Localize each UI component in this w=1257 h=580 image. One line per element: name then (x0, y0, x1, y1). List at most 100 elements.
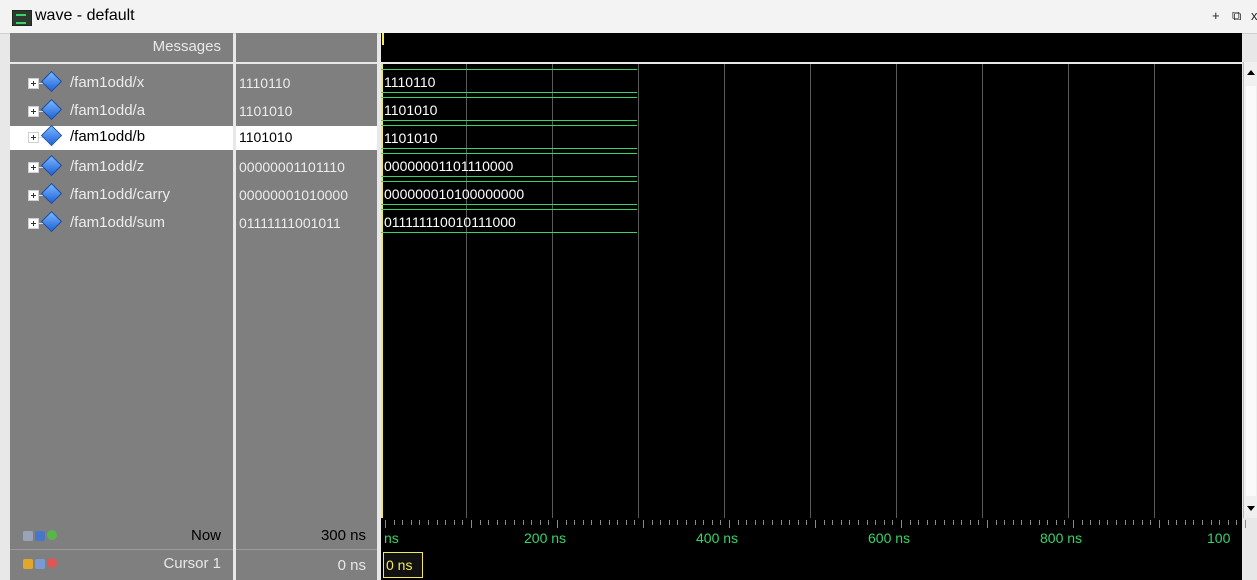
expand-icon[interactable] (28, 190, 39, 201)
cursor-row[interactable]: Cursor 1 (10, 550, 233, 580)
signal-icon (40, 70, 63, 93)
signal-row[interactable]: /fam1odd/carry (10, 182, 233, 208)
cursor-value-marker[interactable]: 0 ns (383, 552, 423, 578)
insert-cursor-icon[interactable] (35, 531, 45, 541)
value-row[interactable]: 1110110 (236, 72, 377, 96)
value-row[interactable]: 00000001101110 (236, 156, 377, 180)
value-row[interactable]: 01111111001011 (236, 212, 377, 236)
signal-value: 1110110 (239, 75, 291, 91)
ruler-tick (1081, 520, 1083, 525)
messages-header: Messages (10, 33, 233, 62)
ruler-tick (522, 520, 524, 525)
ruler-tick (737, 520, 739, 525)
value-row[interactable]: 1101010 (236, 126, 377, 150)
signal-icon (40, 210, 63, 233)
signal-row[interactable]: /fam1odd/x (10, 70, 233, 96)
ruler-tick (419, 520, 421, 525)
timeline-value-pane: 300 ns 0 ns (236, 518, 377, 580)
waveform-row[interactable]: 011111110010111000 (381, 209, 637, 233)
signal-value: 00000001010000 (239, 187, 349, 203)
cursor-marker[interactable] (382, 33, 384, 45)
waveform-row[interactable]: 000000010100000000 (381, 181, 637, 205)
messages-label: Messages (152, 38, 221, 55)
time-ruler[interactable]: ns 200 ns 400 ns 600 ns 800 ns 100 (381, 518, 1246, 548)
ruler-tick (815, 520, 816, 528)
ruler-tick (1004, 520, 1006, 525)
time-label: 400 ns (696, 530, 739, 546)
ruler-tick (651, 520, 653, 525)
time-label: 100 (1207, 530, 1231, 546)
edit-cursor-icon[interactable] (35, 559, 45, 569)
time-label: 600 ns (868, 530, 911, 546)
signal-row[interactable]: /fam1odd/sum (10, 210, 233, 236)
expand-icon[interactable] (28, 218, 39, 229)
ruler-tick (1055, 520, 1057, 525)
ruler-tick (772, 520, 773, 525)
expand-icon[interactable] (28, 78, 39, 89)
ruler-tick (866, 520, 868, 525)
ruler-tick (797, 520, 799, 525)
ruler-tick (496, 520, 498, 525)
timeline-ruler[interactable]: ns 200 ns 400 ns 600 ns 800 ns 100 0 ns (381, 518, 1246, 580)
wave-header (381, 33, 1242, 62)
wave-value: 00000001101110000 (384, 158, 514, 174)
ruler-tick (514, 520, 515, 525)
ruler-tick (625, 520, 627, 525)
delete-cursor-icon[interactable] (47, 558, 57, 568)
signal-value: 00000001101110 (239, 159, 345, 175)
time-label: 800 ns (1040, 530, 1083, 546)
undock-icon[interactable]: ⧉ (1232, 8, 1242, 23)
value-row[interactable]: 1101010 (236, 100, 377, 124)
waveform-pane[interactable]: 1110110 1101010 1101010 0000000110111000… (381, 62, 1242, 520)
ruler-tick (643, 520, 644, 528)
ruler-tick (703, 520, 705, 525)
ruler-tick (926, 520, 928, 525)
ruler-tick (840, 520, 842, 525)
cursor-line[interactable] (381, 64, 383, 520)
signal-row[interactable]: /fam1odd/z (10, 154, 233, 180)
ruler-tick (883, 520, 885, 525)
wave-app-icon (12, 10, 32, 26)
wave-value: 1101010 (384, 102, 438, 118)
add-cursor-icon[interactable] (47, 530, 57, 540)
close-icon[interactable]: x (1251, 8, 1257, 23)
ruler-tick (1227, 520, 1229, 525)
signal-name: /fam1odd/sum (70, 214, 166, 231)
value-row[interactable]: 00000001010000 (236, 184, 377, 208)
waveform-row[interactable]: 1101010 (381, 125, 637, 149)
ruler-tick (1124, 520, 1126, 525)
signal-row[interactable]: /fam1odd/a (10, 98, 233, 124)
waveform-row[interactable]: 1101010 (381, 97, 637, 121)
ruler-tick (875, 520, 877, 525)
ruler-tick (1210, 520, 1212, 525)
ruler-tick (858, 520, 859, 525)
signal-icon (40, 124, 63, 147)
scroll-up-icon[interactable] (1244, 62, 1257, 82)
expand-icon[interactable] (28, 106, 39, 117)
signal-value: 1101010 (239, 129, 293, 145)
scroll-down-icon[interactable] (1244, 498, 1257, 518)
window-title: wave - default (35, 7, 135, 24)
timeline-label-pane: Now Cursor 1 (10, 518, 233, 580)
ruler-tick (720, 520, 722, 525)
expand-icon[interactable] (28, 132, 39, 143)
expand-icon[interactable] (28, 162, 39, 173)
now-tools-icon[interactable] (23, 531, 33, 541)
cursor-value: 0 ns (337, 557, 366, 574)
ruler-tick (591, 520, 593, 525)
lock-icon[interactable] (23, 559, 33, 569)
waveform-row[interactable]: 00000001101110000 (381, 153, 637, 177)
vertical-scrollbar[interactable] (1243, 62, 1257, 518)
ruler-tick (1176, 520, 1178, 525)
wave-value: 000000010100000000 (384, 186, 525, 202)
ruler-tick (1038, 520, 1040, 525)
scroll-thumb[interactable] (1246, 86, 1256, 496)
ruler-tick (832, 520, 834, 525)
ruler-tick (565, 520, 567, 525)
ruler-tick (617, 520, 619, 525)
waveform-row[interactable]: 1110110 (381, 69, 637, 93)
ruler-tick (531, 520, 533, 525)
signal-row[interactable]: /fam1odd/b (10, 124, 233, 150)
ruler-tick (763, 520, 765, 525)
maximize-icon[interactable]: + (1212, 8, 1220, 23)
